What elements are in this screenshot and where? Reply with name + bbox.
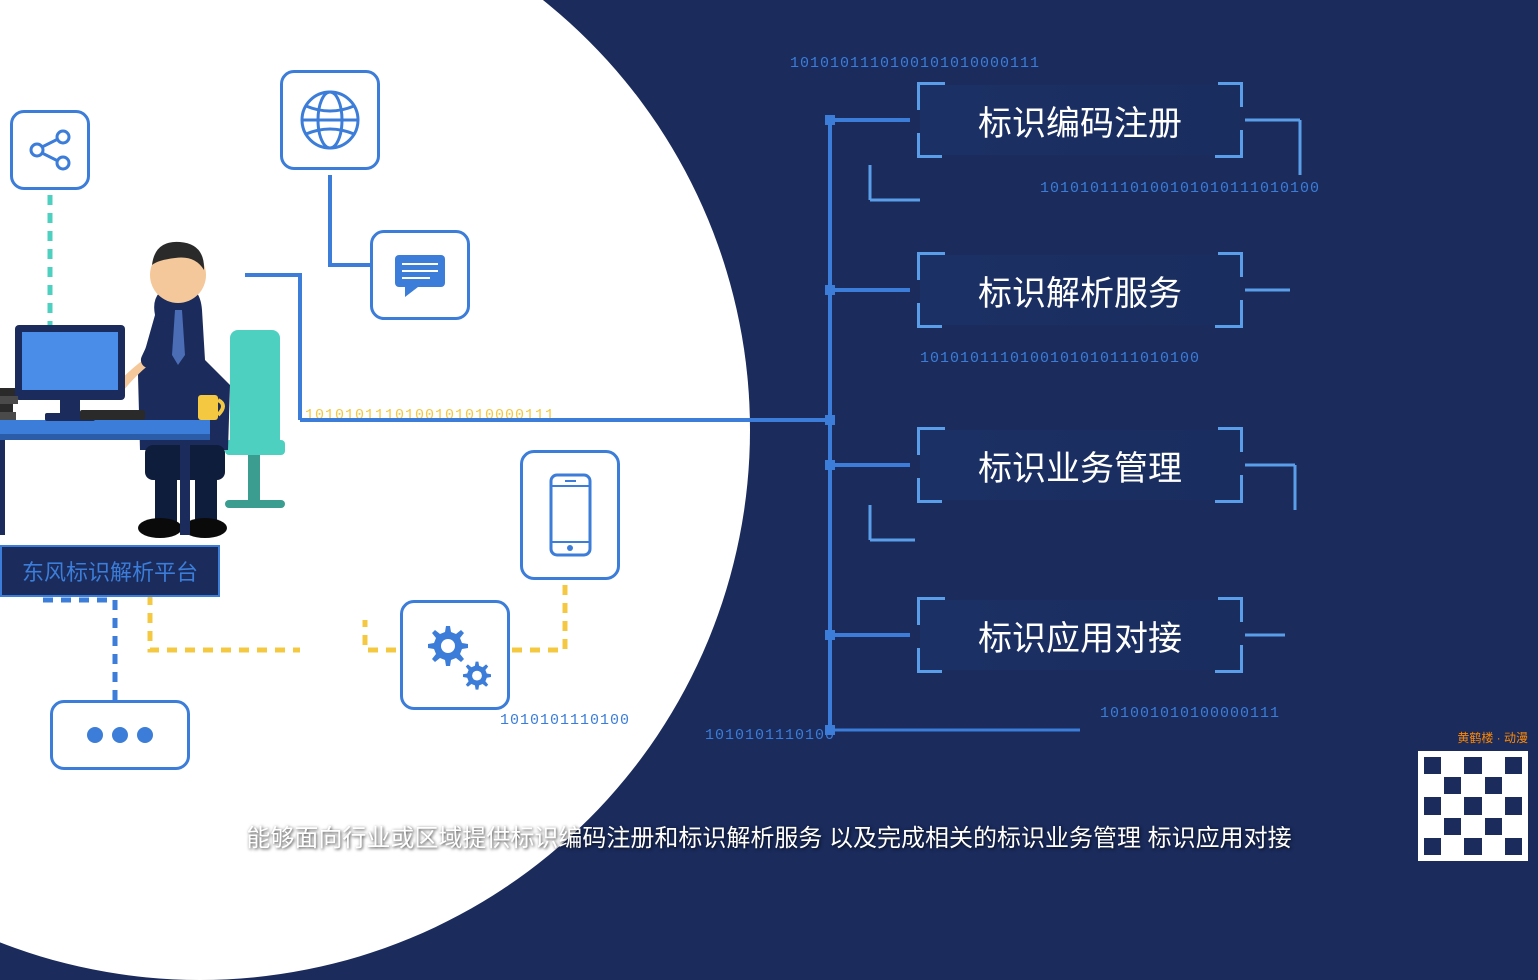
dots-icon <box>50 700 190 770</box>
qr-code <box>1418 751 1528 861</box>
globe-icon <box>280 70 380 170</box>
gears-icon <box>400 600 510 710</box>
chat-icon <box>370 230 470 320</box>
platform-label-text: 东风标识解析平台 <box>22 560 198 585</box>
person-illustration <box>0 220 320 540</box>
subtitle-caption: 能够面向行业或区域提供标识编码注册和标识解析服务 以及完成相关的标识业务管理 标… <box>0 818 1538 853</box>
subtitle-text: 能够面向行业或区域提供标识编码注册和标识解析服务 以及完成相关的标识业务管理 标… <box>246 825 1291 852</box>
share-icon <box>10 110 90 190</box>
phone-icon <box>520 450 620 580</box>
platform-label: 东风标识解析平台 <box>0 545 220 597</box>
watermark-text: 黄鹤楼 · 动漫 <box>1457 729 1528 746</box>
